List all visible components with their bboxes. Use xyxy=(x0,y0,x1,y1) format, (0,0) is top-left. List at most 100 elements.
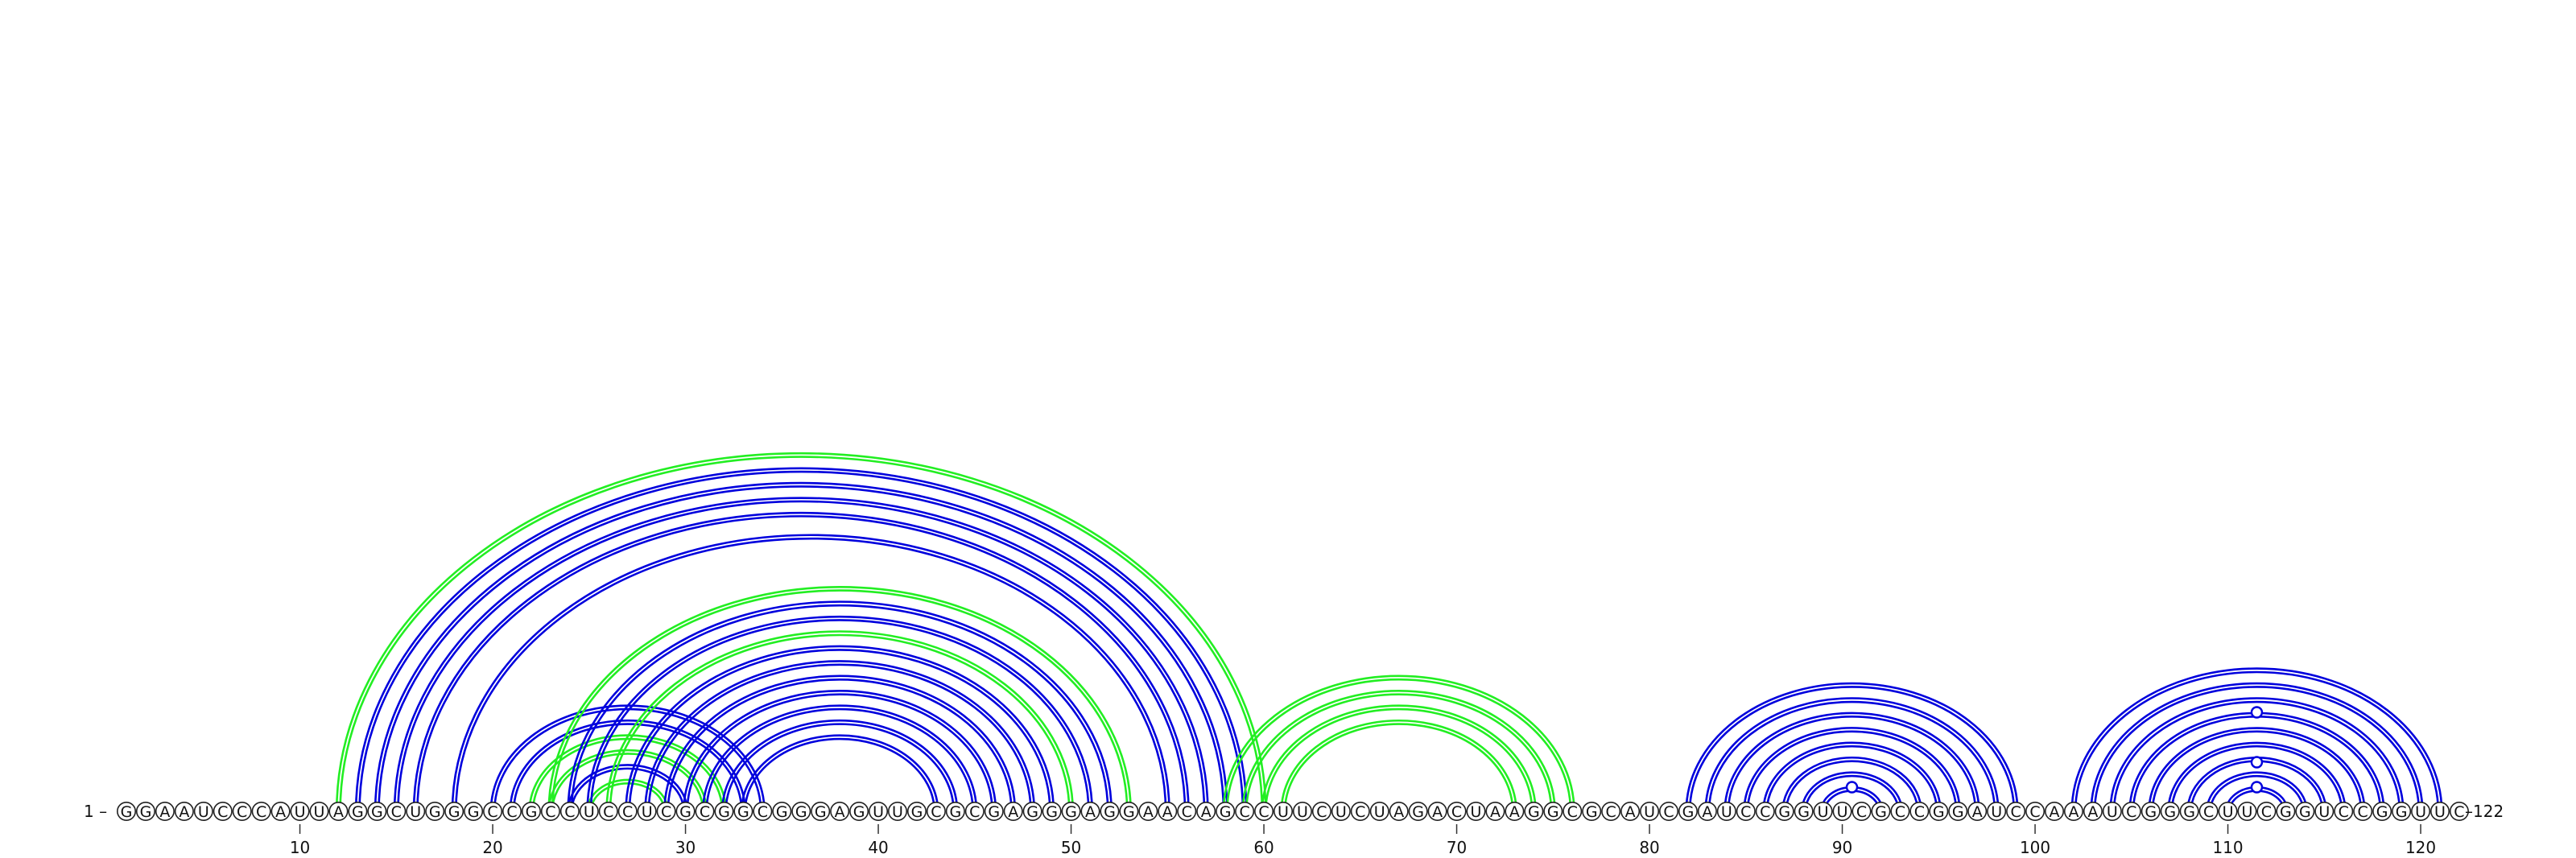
svg-text:U: U xyxy=(1471,803,1482,821)
base-pair-arc-86-95 xyxy=(1762,741,1942,812)
base-pair-arc-87-94 xyxy=(1781,757,1922,812)
nucleotide-93: C xyxy=(1890,801,1910,821)
nucleotide-20: C xyxy=(483,801,503,821)
nucleotide-109: C xyxy=(2198,801,2219,821)
nucleotide-101: A xyxy=(2045,801,2065,821)
svg-text:G: G xyxy=(2396,803,2408,821)
svg-text:G: G xyxy=(2183,803,2195,821)
base-pair-arc-12-60 xyxy=(339,456,1264,812)
arc-markers xyxy=(1845,706,2264,794)
nucleotide-19: G xyxy=(464,801,484,821)
nucleotide-56: C xyxy=(1177,801,1197,821)
nucleotide-98: U xyxy=(1987,801,2007,821)
nucleotide-83: A xyxy=(1697,801,1717,821)
svg-text:G: G xyxy=(1778,803,1790,821)
nucleotide-25: U xyxy=(579,801,599,821)
nucleotide-5: U xyxy=(193,801,213,821)
svg-text:C: C xyxy=(217,803,228,821)
nucleotide-7: C xyxy=(232,801,252,821)
svg-text:C: C xyxy=(622,803,633,821)
svg-text:G: G xyxy=(795,803,807,821)
svg-text:U: U xyxy=(1721,803,1732,821)
base-pair-arc-23-53 xyxy=(547,585,1132,812)
nucleotide-55: A xyxy=(1158,801,1178,821)
nucleotide-58: G xyxy=(1216,801,1236,821)
base-pair-arc-18-55 xyxy=(451,534,1170,812)
nucleotide-74: G xyxy=(1524,801,1544,821)
nucleotide-21: C xyxy=(502,801,522,821)
svg-text:U: U xyxy=(1374,803,1385,821)
svg-text:C: C xyxy=(1895,803,1905,821)
nucleotide-104: U xyxy=(2102,801,2122,821)
nucleotide-37: G xyxy=(811,801,831,821)
svg-text:A: A xyxy=(1201,803,1212,821)
base-pair-arc-31-45 xyxy=(702,704,978,812)
arc-marker-1 xyxy=(2250,781,2264,794)
svg-text:G: G xyxy=(1220,803,1232,821)
nucleotide-59: C xyxy=(1235,801,1255,821)
nucleotide-96: G xyxy=(1948,801,1968,821)
nucleotide-86: C xyxy=(1755,801,1775,821)
nucleotide-31: C xyxy=(695,801,715,821)
base-pair-arc-107-116 xyxy=(2167,741,2347,812)
nucleotide-63: C xyxy=(1311,801,1331,821)
svg-text:U: U xyxy=(2107,803,2118,821)
base-pair-arc-28-48 xyxy=(647,663,1032,812)
base-pair-arc-82-99 xyxy=(1688,686,2016,812)
svg-text:C: C xyxy=(237,803,247,821)
svg-text:G: G xyxy=(1065,803,1077,821)
nucleotide-17: G xyxy=(425,801,445,821)
svg-text:A: A xyxy=(1625,803,1636,821)
nucleotide-66: U xyxy=(1369,801,1389,821)
svg-text:A: A xyxy=(1143,803,1154,821)
svg-text:G: G xyxy=(121,803,133,821)
nucleotide-4: A xyxy=(174,801,194,821)
base-pair-arc-89-92 xyxy=(1823,790,1880,812)
base-pair-arc-23-31 xyxy=(551,753,704,812)
tick-label-110: 110 xyxy=(2212,838,2243,857)
nucleotide-43: C xyxy=(926,801,946,821)
base-pair-arc-103-120 xyxy=(2090,682,2424,812)
svg-text:G: G xyxy=(468,803,480,821)
nucleotide-27: C xyxy=(617,801,638,821)
base-pair-arc-22-32 xyxy=(531,737,724,812)
svg-text:G: G xyxy=(2145,803,2157,821)
svg-text:C: C xyxy=(545,803,555,821)
base-pair-arc-88-93 xyxy=(1801,771,1903,812)
base-pair-arc-21-33 xyxy=(509,719,746,812)
base-pair-arc-20-34 xyxy=(493,707,762,812)
nucleotide-94: C xyxy=(1909,801,1930,821)
nucleotide-71: U xyxy=(1466,801,1486,821)
svg-text:C: C xyxy=(603,803,613,821)
nucleotide-95: G xyxy=(1929,801,1949,821)
base-pair-arc-103-120 xyxy=(2093,686,2421,812)
base-pair-arc-83-98 xyxy=(1707,700,1996,812)
base-pair-arc-16-56 xyxy=(416,515,1187,812)
svg-text:A: A xyxy=(159,803,170,821)
svg-text:A: A xyxy=(333,803,344,821)
svg-text:C: C xyxy=(487,803,497,821)
svg-text:A: A xyxy=(2068,803,2079,821)
nucleotide-10: U xyxy=(290,801,310,821)
base-pair-arc-25-51 xyxy=(589,619,1090,812)
svg-text:G: G xyxy=(815,803,827,821)
base-pair-arc-59-75 xyxy=(1245,693,1553,812)
base-pair-arc-61-73 xyxy=(1283,723,1514,812)
nucleotide-61: U xyxy=(1274,801,1294,821)
nucleotide-69: A xyxy=(1427,801,1447,821)
nucleotide-82: G xyxy=(1678,801,1698,821)
svg-text:G: G xyxy=(429,803,441,821)
svg-text:G: G xyxy=(1952,803,1964,821)
svg-text:C: C xyxy=(2029,803,2040,821)
svg-text:G: G xyxy=(1412,803,1424,821)
svg-text:C: C xyxy=(2203,803,2214,821)
tick-label-90: 90 xyxy=(1832,838,1852,857)
base-pair-arc-24-30 xyxy=(567,764,689,812)
nucleotide-45: C xyxy=(964,801,985,821)
svg-text:C: C xyxy=(256,803,266,821)
tick-label-80: 80 xyxy=(1639,838,1659,857)
nucleotide-18: G xyxy=(444,801,464,821)
svg-text:G: G xyxy=(1104,803,1116,821)
svg-text:G: G xyxy=(853,803,865,821)
